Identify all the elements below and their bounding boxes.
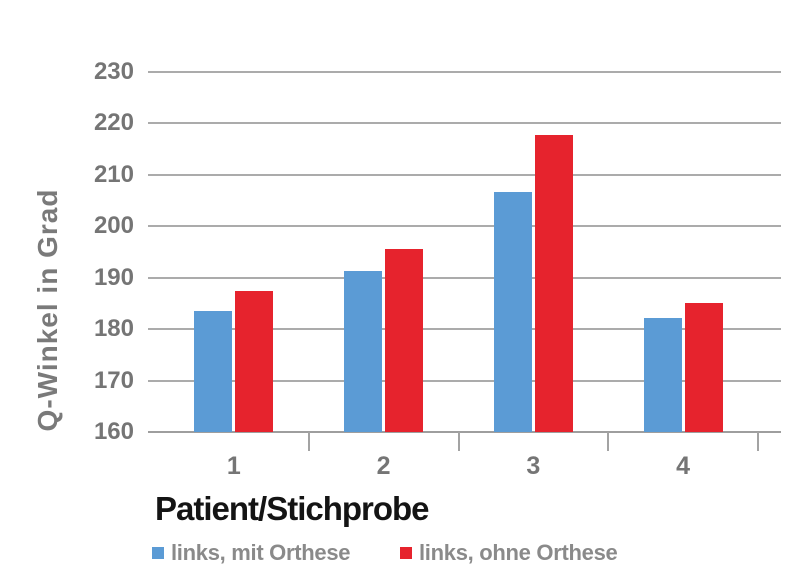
legend-label-2: links, ohne Orthese bbox=[419, 540, 618, 565]
y-tick-label-220: 220 bbox=[93, 109, 134, 137]
bar-series-1-patient-3 bbox=[493, 191, 532, 432]
bar-series-2-patient-3 bbox=[534, 134, 573, 432]
y-tick-label-160: 160 bbox=[93, 418, 134, 445]
x-axis-tick-4 bbox=[757, 432, 759, 451]
gridline-230 bbox=[148, 71, 781, 73]
legend-item-2: links, ohne Orthese bbox=[400, 540, 618, 565]
bar-series-2-patient-4 bbox=[684, 303, 723, 432]
y-tick-label-180: 180 bbox=[93, 315, 134, 343]
x-axis-tick-1 bbox=[307, 432, 310, 451]
x-category-label-1: 1 bbox=[226, 452, 241, 480]
bar-series-2-patient-2 bbox=[385, 249, 424, 432]
gridline-180 bbox=[148, 328, 781, 331]
bar-series-1-patient-1 bbox=[194, 310, 233, 432]
x-category-label-4: 4 bbox=[676, 452, 691, 480]
legend-label-1: links, mit Orthese bbox=[171, 540, 351, 565]
y-tick-label-230: 230 bbox=[93, 58, 134, 85]
gridline-190 bbox=[148, 276, 781, 279]
legend-swatch-1 bbox=[152, 547, 164, 559]
y-tick-label-190: 190 bbox=[93, 263, 134, 291]
bar-series-1-patient-4 bbox=[643, 317, 682, 432]
gridline-170 bbox=[148, 379, 781, 382]
x-axis-tick-3 bbox=[607, 432, 610, 451]
gridline-160 bbox=[148, 431, 781, 433]
x-category-label-2: 2 bbox=[376, 452, 391, 480]
x-axis-tick-2 bbox=[457, 432, 460, 451]
bar-series-1-patient-2 bbox=[344, 270, 383, 432]
y-axis-title: Q-Winkel in Grad bbox=[32, 188, 63, 432]
y-tick-label-200: 200 bbox=[93, 212, 134, 240]
gridline-200 bbox=[148, 225, 781, 228]
y-tick-label-170: 170 bbox=[93, 366, 134, 394]
y-tick-label-210: 210 bbox=[93, 160, 134, 188]
x-axis-title: Patient/Stichprobe bbox=[155, 490, 430, 527]
x-category-label-3: 3 bbox=[526, 452, 541, 480]
gridline-210 bbox=[148, 173, 781, 176]
legend-swatch-2 bbox=[400, 547, 412, 559]
bar-series-2-patient-1 bbox=[235, 291, 274, 432]
legend-item-1: links, mit Orthese bbox=[152, 540, 351, 565]
gridline-220 bbox=[148, 122, 781, 125]
